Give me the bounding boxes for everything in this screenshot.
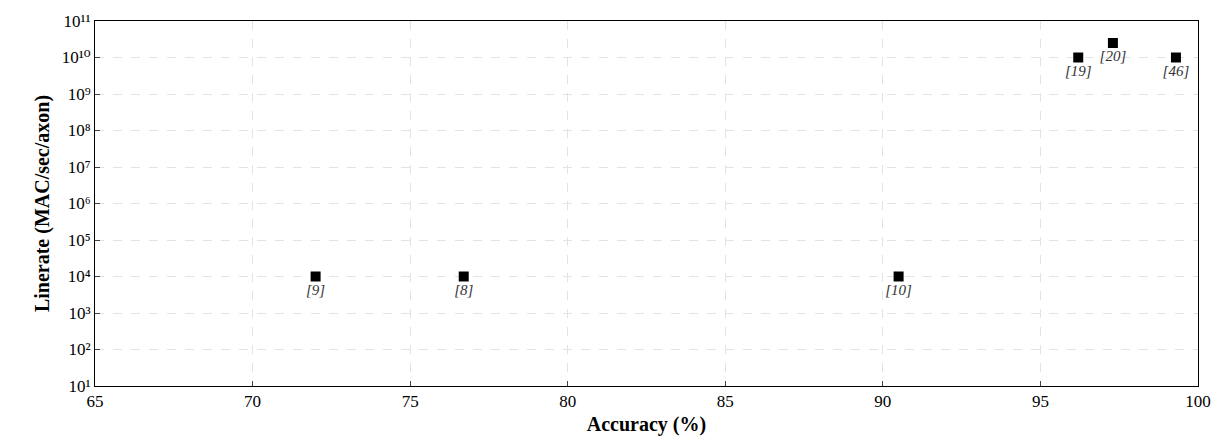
svg-text:80: 80 <box>559 392 576 411</box>
svg-text:65: 65 <box>87 392 104 411</box>
svg-text:10³: 10³ <box>68 304 90 323</box>
svg-text:[8]: [8] <box>454 282 473 298</box>
svg-text:[20]: [20] <box>1100 48 1127 64</box>
svg-text:85: 85 <box>717 392 734 411</box>
svg-text:10⁸: 10⁸ <box>68 121 91 140</box>
svg-text:10⁴: 10⁴ <box>68 267 91 286</box>
svg-text:10⁹: 10⁹ <box>68 85 91 104</box>
svg-text:10¹¹: 10¹¹ <box>63 12 90 31</box>
svg-text:10⁵: 10⁵ <box>68 231 91 250</box>
svg-text:10⁷: 10⁷ <box>68 158 91 177</box>
svg-text:Linerate (MAC/sec/axon): Linerate (MAC/sec/axon) <box>31 95 54 312</box>
svg-text:Accuracy (%): Accuracy (%) <box>587 413 706 436</box>
svg-text:10¹: 10¹ <box>68 377 90 396</box>
svg-text:10²: 10² <box>68 340 90 359</box>
svg-text:95: 95 <box>1032 392 1049 411</box>
svg-text:[19]: [19] <box>1065 63 1092 79</box>
svg-text:[46]: [46] <box>1163 63 1190 79</box>
svg-text:[9]: [9] <box>306 282 325 298</box>
svg-text:10¹⁰: 10¹⁰ <box>62 48 91 67</box>
svg-text:[10]: [10] <box>885 282 912 298</box>
svg-text:100: 100 <box>1185 392 1211 411</box>
svg-text:10⁶: 10⁶ <box>68 194 91 213</box>
svg-text:70: 70 <box>244 392 261 411</box>
svg-text:75: 75 <box>402 392 419 411</box>
svg-text:90: 90 <box>874 392 891 411</box>
